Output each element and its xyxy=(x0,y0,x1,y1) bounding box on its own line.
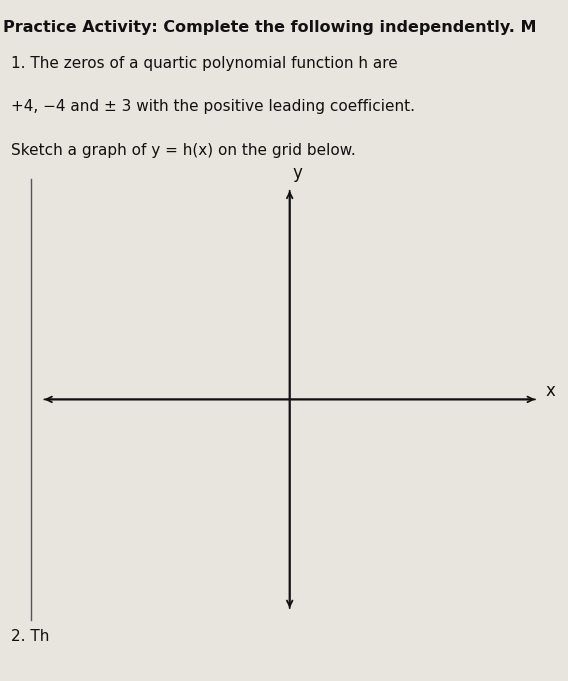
Text: y: y xyxy=(293,164,302,183)
Text: Practice Activity: Complete the following independently. M: Practice Activity: Complete the followin… xyxy=(3,20,536,35)
Text: 1. The zeros of a quartic polynomial function h are: 1. The zeros of a quartic polynomial fun… xyxy=(11,57,398,72)
Text: +4, −4 and ± 3 with the positive leading coefficient.: +4, −4 and ± 3 with the positive leading… xyxy=(11,99,415,114)
Text: 2. Th: 2. Th xyxy=(11,629,50,644)
Text: Sketch a graph of y = h(x) on the grid below.: Sketch a graph of y = h(x) on the grid b… xyxy=(11,143,356,158)
Text: x: x xyxy=(545,381,556,400)
